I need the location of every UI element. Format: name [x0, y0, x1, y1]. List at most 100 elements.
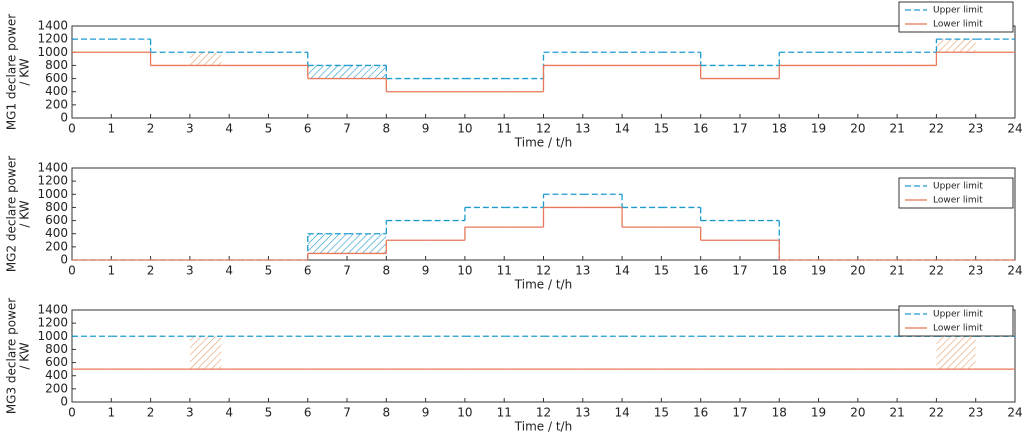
y-tick-label: 1200 [37, 32, 68, 46]
x-tick-label: 20 [850, 406, 865, 420]
y-tick-label: 800 [45, 200, 68, 214]
x-tick-label: 7 [343, 264, 351, 278]
x-tick-label: 17 [732, 122, 747, 136]
hatched-region [307, 65, 387, 79]
x-tick-label: 18 [772, 264, 787, 278]
x-tick-label: 3 [186, 406, 194, 420]
legend-label: Upper limit [933, 182, 983, 192]
y-tick-label: 1000 [37, 187, 68, 201]
x-tick-label: 23 [968, 406, 983, 420]
x-tick-label: 2 [147, 122, 155, 136]
x-tick-label: 10 [457, 406, 472, 420]
y-tick-label: 400 [45, 226, 68, 240]
x-tick-label: 18 [772, 122, 787, 136]
x-tick-label: 11 [497, 264, 512, 278]
y-tick-label: 1400 [37, 303, 68, 317]
y-tick-label: 1000 [37, 45, 68, 59]
x-tick-label: 22 [929, 264, 944, 278]
y-tick-label: 600 [45, 355, 68, 369]
x-tick-label: 9 [422, 122, 430, 136]
hatched-region [936, 336, 976, 370]
y-axis-label: MG2 declare power [5, 156, 19, 272]
x-tick-label: 1 [107, 122, 115, 136]
x-tick-label: 4 [225, 406, 233, 420]
x-tick-label: 9 [422, 406, 430, 420]
x-tick-label: 24 [1007, 122, 1022, 136]
y-tick-label: 1200 [37, 174, 68, 188]
x-tick-label: 12 [536, 264, 551, 278]
x-tick-label: 13 [575, 406, 590, 420]
x-tick-label: 16 [693, 406, 708, 420]
x-axis-label: Time / t/h [514, 278, 572, 292]
x-tick-label: 5 [265, 264, 273, 278]
legend-label: Lower limit [933, 196, 983, 206]
y-tick-label: 600 [45, 71, 68, 85]
x-tick-label: 16 [693, 122, 708, 136]
x-axis-label: Time / t/h [514, 136, 572, 150]
x-tick-label: 0 [68, 264, 76, 278]
x-tick-label: 18 [772, 406, 787, 420]
y-tick-label: 0 [60, 395, 68, 409]
legend-box [898, 177, 1014, 209]
x-tick-label: 15 [654, 406, 669, 420]
x-tick-label: 10 [457, 264, 472, 278]
x-tick-label: 22 [929, 122, 944, 136]
x-tick-label: 22 [929, 406, 944, 420]
x-tick-label: 13 [575, 264, 590, 278]
legend-label: Lower limit [933, 324, 983, 334]
x-tick-label: 20 [850, 122, 865, 136]
x-tick-label: 21 [889, 264, 904, 278]
y-axis-label: / KW [18, 200, 32, 227]
x-tick-label: 10 [457, 122, 472, 136]
x-tick-label: 5 [265, 122, 273, 136]
y-tick-label: 0 [60, 111, 68, 125]
y-tick-label: 800 [45, 58, 68, 72]
x-tick-label: 9 [422, 264, 430, 278]
x-tick-label: 12 [536, 406, 551, 420]
y-tick-label: 200 [45, 239, 68, 253]
x-tick-label: 14 [614, 406, 629, 420]
x-tick-label: 20 [850, 264, 865, 278]
y-axis-label: MG1 declare power [5, 14, 19, 130]
x-tick-label: 11 [497, 122, 512, 136]
x-tick-label: 23 [968, 264, 983, 278]
x-tick-label: 19 [811, 406, 826, 420]
x-tick-label: 17 [732, 406, 747, 420]
y-tick-label: 200 [45, 97, 68, 111]
y-axis-label: / KW [18, 58, 32, 85]
x-tick-label: 6 [304, 406, 312, 420]
x-tick-label: 4 [225, 122, 233, 136]
hatched-region [189, 336, 222, 370]
x-tick-label: 23 [968, 122, 983, 136]
legend-box [898, 1, 1014, 33]
legend-box [898, 305, 1014, 337]
y-tick-label: 400 [45, 84, 68, 98]
x-tick-label: 1 [107, 406, 115, 420]
x-tick-label: 15 [654, 122, 669, 136]
y-tick-label: 1400 [37, 161, 68, 175]
y-tick-label: 200 [45, 381, 68, 395]
y-tick-label: 0 [60, 253, 68, 267]
x-tick-label: 2 [147, 406, 155, 420]
y-tick-label: 600 [45, 213, 68, 227]
x-tick-label: 3 [186, 122, 194, 136]
hatched-region [307, 233, 387, 254]
x-tick-label: 19 [811, 122, 826, 136]
x-tick-label: 6 [304, 264, 312, 278]
legend-label: Upper limit [933, 6, 983, 16]
hatched-region [936, 39, 976, 53]
x-tick-label: 8 [383, 122, 391, 136]
x-tick-label: 24 [1007, 264, 1022, 278]
x-tick-label: 21 [889, 122, 904, 136]
x-tick-label: 15 [654, 264, 669, 278]
legend-label: Upper limit [933, 310, 983, 320]
x-tick-label: 0 [68, 122, 76, 136]
y-tick-label: 1400 [37, 19, 68, 33]
x-tick-label: 7 [343, 406, 351, 420]
hatched-region [189, 52, 222, 66]
x-tick-label: 1 [107, 264, 115, 278]
x-tick-label: 21 [889, 406, 904, 420]
x-tick-label: 4 [225, 264, 233, 278]
x-tick-label: 5 [265, 406, 273, 420]
